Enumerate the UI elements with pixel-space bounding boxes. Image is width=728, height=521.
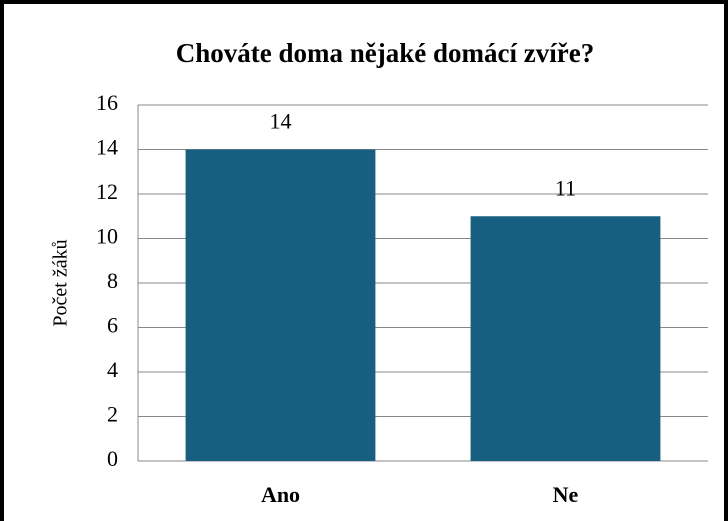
y-tick-label: 12 (96, 179, 118, 204)
y-axis-label: Počet žáků (50, 239, 72, 326)
bar (470, 216, 661, 461)
y-tick-label: 16 (96, 90, 118, 115)
x-tick-label: Ano (261, 482, 300, 507)
y-tick-label: 0 (107, 446, 118, 471)
y-tick-label: 10 (96, 224, 118, 249)
chart-title: Chováte doma nějaké domácí zvíře? (176, 38, 594, 68)
data-label: 11 (555, 175, 576, 200)
y-tick-label: 2 (107, 402, 118, 427)
y-tick-label: 14 (96, 135, 118, 160)
y-tick-label: 4 (107, 357, 118, 382)
x-tick-label: Ne (553, 482, 579, 507)
y-tick-label: 6 (107, 313, 118, 338)
data-label: 14 (270, 109, 292, 134)
y-tick-label: 8 (107, 268, 118, 293)
bar (185, 149, 376, 461)
